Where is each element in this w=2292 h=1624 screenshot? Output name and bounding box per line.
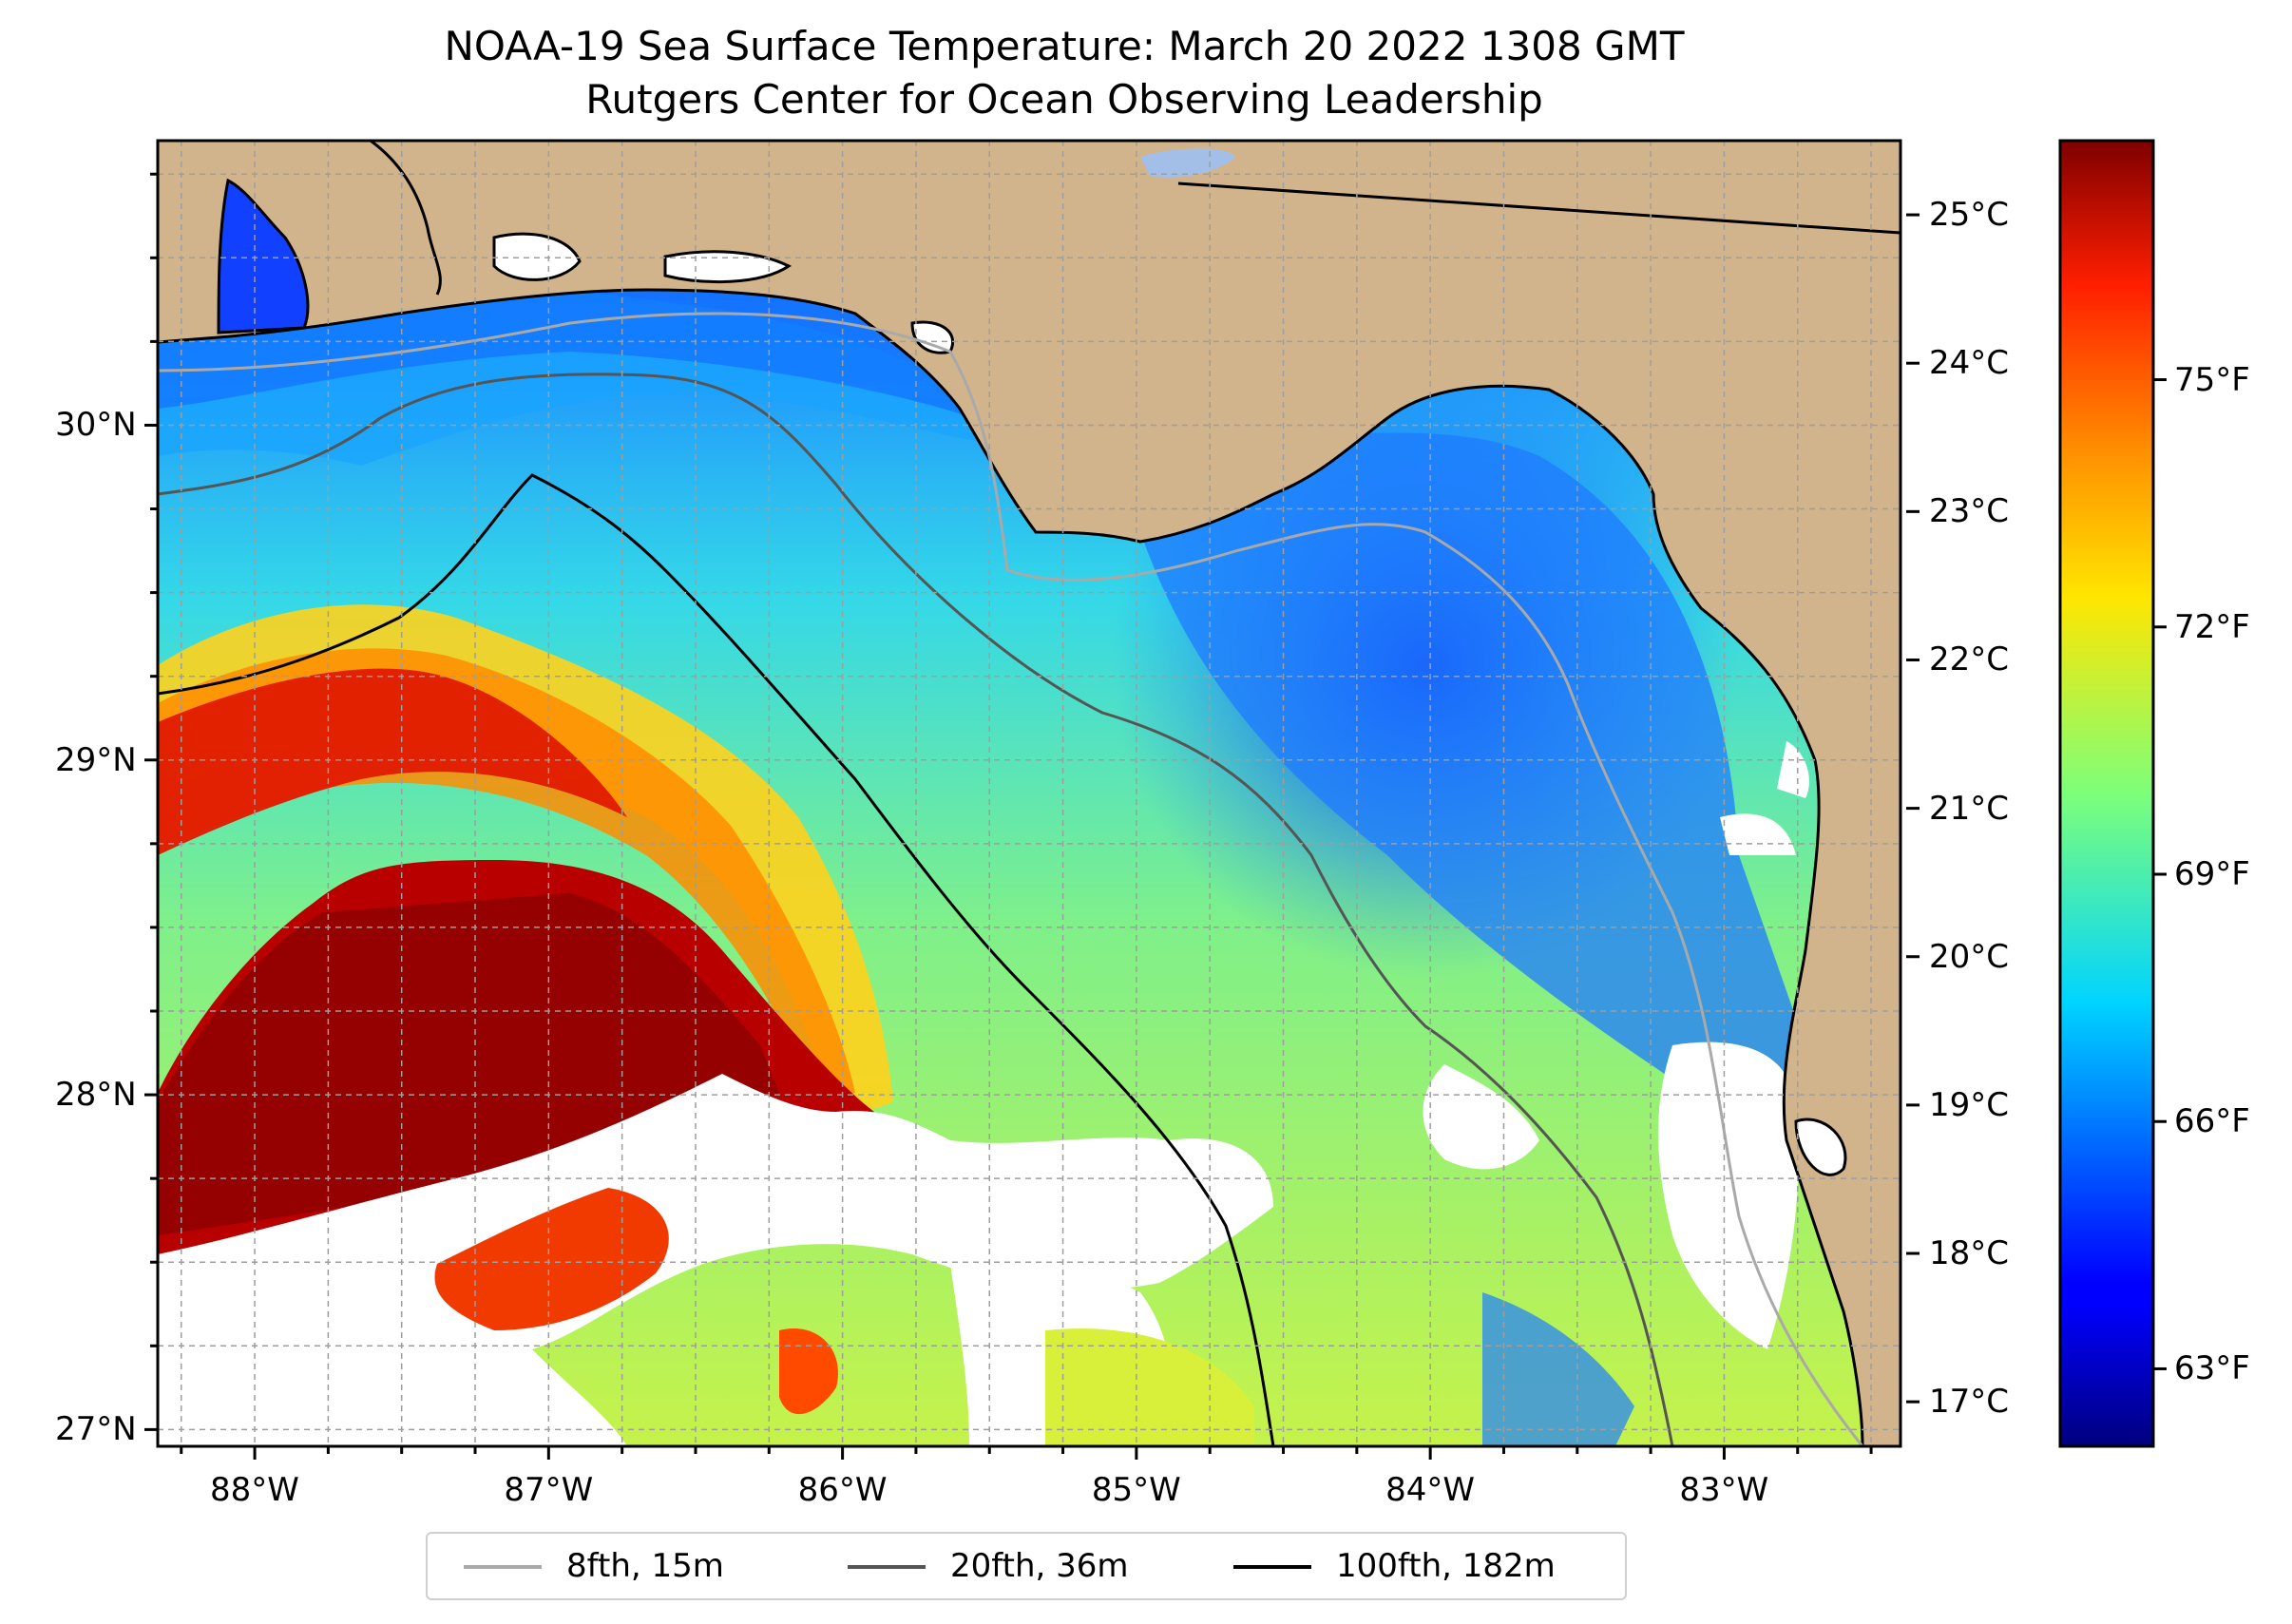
lake [1140,148,1235,178]
lon-tick-label: 85°W [1091,1471,1181,1509]
celsius-tick-label: 18°C [1929,1234,2010,1273]
fahrenheit-tick-label: 66°F [2174,1102,2250,1141]
lat-tick-label: 30°N [55,406,137,445]
celsius-tick-label: 19°C [1929,1085,2010,1124]
colorbar [2058,139,2155,1448]
contour-20fth [158,373,1674,1446]
contour-100fth [158,473,1275,1446]
cloud-mask-south [158,1074,1273,1400]
celsius-tick-label: 21°C [1929,789,2010,828]
contour-8fth [158,312,1864,1446]
legend-swatch-8fth [464,1565,542,1569]
figure-title: NOAA-19 Sea Surface Temperature: March 2… [444,23,1685,69]
lon-tick-label: 87°W [504,1471,594,1509]
map-panel [158,141,1900,1446]
fahrenheit-tick-label: 72°F [2174,607,2250,646]
land-mass [158,141,1900,1446]
lon-tick-label: 88°W [210,1471,299,1509]
legend-label-8fth: 8fth, 15m [566,1547,724,1585]
lat-tick-label: 29°N [55,740,137,779]
fahrenheit-tick-label: 63°F [2174,1349,2250,1388]
gridlines [158,141,1900,1446]
fahrenheit-tick-label: 75°F [2174,360,2250,399]
lat-tick-label: 28°N [55,1076,137,1115]
lon-tick-label: 84°W [1385,1471,1476,1509]
celsius-tick-label: 17°C [1929,1383,2010,1422]
celsius-tick-label: 20°C [1929,937,2010,976]
legend-swatch-100fth [1233,1565,1311,1569]
figure-subtitle: Rutgers Center for Ocean Observing Leade… [585,76,1543,123]
colorbar-ticks [1906,213,2167,1404]
loop-current-filament [158,668,627,855]
mobile-bay [217,178,310,334]
legend: 8fth, 15m 20fth, 36m 100fth, 182m [426,1532,1627,1600]
fahrenheit-tick-label: 69°F [2174,855,2250,893]
lon-tick-label: 83°W [1679,1471,1769,1509]
map-frame [156,139,1902,1448]
state-border [1177,182,1900,235]
lon-tick-label: 86°W [797,1471,888,1509]
lat-tick-label: 27°N [55,1410,137,1449]
cold-shelf-band [1121,399,1805,1140]
legend-swatch-20fth [848,1565,926,1569]
warm-patch [434,1188,669,1330]
tampa-bay [1794,1118,1847,1176]
axis-ticks [144,172,1873,1460]
legend-label-20fth: 20fth, 36m [950,1547,1129,1585]
celsius-tick-label: 25°C [1929,196,2010,235]
legend-label-100fth: 100fth, 182m [1336,1547,1556,1585]
celsius-tick-label: 23°C [1929,492,2010,531]
celsius-tick-label: 24°C [1929,344,2010,383]
celsius-tick-label: 22°C [1929,640,2010,679]
